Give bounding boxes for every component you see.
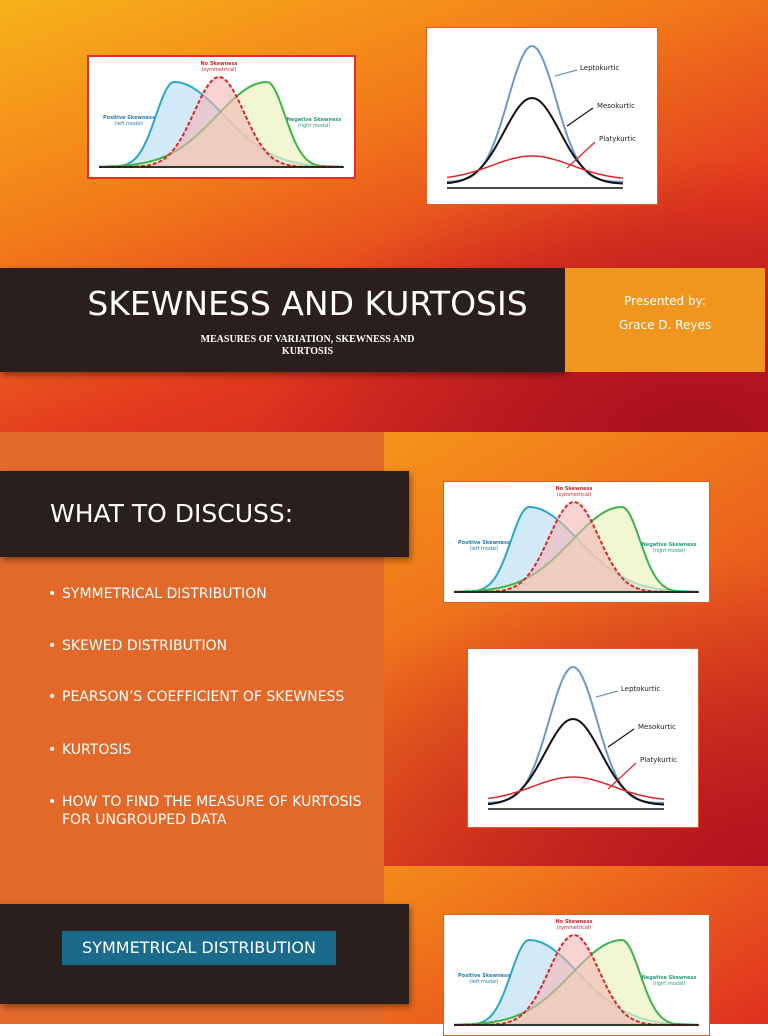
figure-label: (right modal) [298,123,331,129]
figure-label: Positive Skewness [103,115,155,121]
figure-label: Platykurtic [640,756,677,764]
figure-label: No Skewness [555,486,592,492]
figure-label: Negative Skewness [642,975,697,981]
figure-label: (symmetrical) [557,492,592,498]
arrow [554,69,578,77]
presenter-box: Presented by: Grace D. Reyes [565,268,765,372]
figure-label: (right modal) [653,548,686,554]
figure-label: Platykurtic [599,135,636,143]
figure-label: Positive Skewness [458,540,510,546]
figure-label: No Skewness [555,919,592,925]
arrow [595,690,619,698]
figure-label: Positive Skewness [458,973,510,979]
topic-item: SKEWED DISTRIBUTION [48,637,372,655]
presenter-label: Presented by: [624,294,706,308]
topic-item: SYMMETRICAL DISTRIBUTION [48,585,372,603]
figure-label: (symmetrical) [557,925,592,931]
skewness-figure: No Skewness(symmetrical) Positive Skewnes… [443,481,710,603]
arrow [607,728,635,748]
skewness-figure: No Skewness(symmetrical) Positive Skewnes… [87,55,356,179]
topic-item: KURTOSIS [48,741,372,759]
presenter-name: Grace D. Reyes [618,318,712,332]
curve [487,718,665,806]
kurtosis-figure: Leptokurtic Mesokurtic Platykurtic [467,648,699,828]
topic-item: PEARSON’S COEFFICIENT OF SKEWNESS [48,688,372,706]
slide-title: SKEWNESS AND KURTOSIS [87,284,528,323]
figure-label: (left modal) [469,546,498,552]
curve [446,97,624,185]
figure-label: Negative Skewness [642,542,697,548]
skewness-figure: No Skewness(symmetrical) Positive Skewnes… [443,914,710,1036]
slide-subtitle: MEASURES OF VARIATION, SKEWNESS AND KURT… [200,334,415,357]
arrow [566,141,596,169]
figure-label: (left modal) [114,121,143,127]
figure-label: No Skewness [200,61,237,67]
figure-label: Mesokurtic [638,723,676,731]
slide-heading: WHAT TO DISCUSS: [50,499,294,528]
heading-band: SYMMETRICAL DISTRIBUTION [0,904,409,1004]
figure-label: Negative Skewness [287,117,342,123]
figure-label: (right modal) [653,981,686,987]
title-band: SKEWNESS AND KURTOSIS MEASURES OF VARIAT… [0,268,565,372]
curve [487,776,665,800]
figure-label: Leptokurtic [580,64,619,72]
slide-heading: SYMMETRICAL DISTRIBUTION [62,931,336,965]
topic-item: HOW TO FIND THE MEASURE OF KURTOSIS FOR … [48,793,372,829]
figure-label: Leptokurtic [621,685,660,693]
kurtosis-figure: Leptokurtic Mesokurtic Platykurtic [426,27,658,205]
arrow [566,107,594,127]
heading-band: WHAT TO DISCUSS: [0,471,409,557]
arrow [607,762,637,790]
figure-label: Mesokurtic [597,102,635,110]
curve [446,155,624,179]
figure-label: (left modal) [469,979,498,985]
figure-label: (symmetrical) [202,67,237,73]
